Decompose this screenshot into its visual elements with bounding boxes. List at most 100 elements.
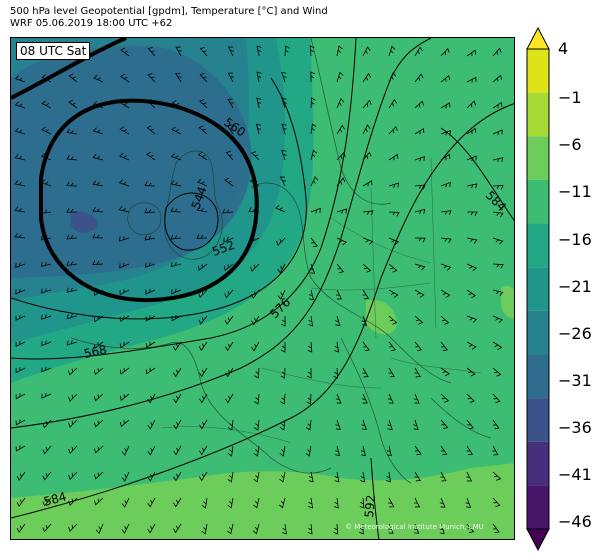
wind-barb xyxy=(414,263,426,271)
wind-barb xyxy=(16,523,26,533)
wind-barb xyxy=(359,523,364,535)
colorbar-band xyxy=(527,398,549,442)
wind-barb xyxy=(388,98,398,109)
wind-barb xyxy=(492,341,503,350)
wind-barb xyxy=(254,367,260,379)
wind-barb xyxy=(305,419,312,431)
wind-barb xyxy=(388,153,399,161)
wind-barb xyxy=(119,289,130,296)
wind-barb xyxy=(14,232,26,239)
wind-barb xyxy=(66,340,78,346)
wind-barb xyxy=(68,523,78,532)
colorbar-band xyxy=(527,267,549,311)
wind-barb xyxy=(361,419,367,430)
wind-barb xyxy=(93,393,104,402)
colorbar-tick-minus-46: −46 xyxy=(558,512,592,531)
wind-barb xyxy=(335,289,342,300)
wind-barb xyxy=(388,182,400,188)
wind-barb xyxy=(42,523,52,533)
wind-barb xyxy=(227,471,234,483)
wind-barb xyxy=(413,523,420,534)
wind-barb xyxy=(42,445,52,455)
wind-barb xyxy=(14,127,26,135)
wind-barb xyxy=(119,393,130,401)
wind-barb xyxy=(336,237,347,246)
wind-barb xyxy=(281,97,287,109)
wind-barb xyxy=(362,124,371,135)
wind-barb xyxy=(68,419,78,428)
wind-barb xyxy=(492,393,501,403)
wind-barb xyxy=(466,315,478,323)
wind-barb xyxy=(309,263,316,274)
wind-barb xyxy=(68,393,78,402)
wind-barb xyxy=(492,184,504,190)
wind-barb xyxy=(439,523,445,534)
wind-barb xyxy=(170,234,182,240)
wind-barb xyxy=(119,315,130,322)
wind-barb xyxy=(440,74,451,83)
contour-544 xyxy=(164,192,219,251)
wind-barb xyxy=(121,523,130,534)
wind-barb xyxy=(15,393,26,400)
wind-barb xyxy=(279,471,286,483)
wind-barb xyxy=(308,471,314,483)
wind-barb xyxy=(198,341,208,352)
wind-barb xyxy=(336,208,348,214)
wind-barb xyxy=(170,262,182,268)
contour-label-592: 592 xyxy=(362,494,378,518)
wind-barb xyxy=(147,445,156,456)
wind-barb xyxy=(225,367,234,378)
wind-barb xyxy=(250,263,260,272)
wind-barb xyxy=(310,176,319,187)
wind-barb xyxy=(222,208,234,214)
wind-barb xyxy=(308,497,314,509)
wind-barb xyxy=(66,287,78,293)
wind-barb xyxy=(336,263,345,274)
wind-barb xyxy=(173,367,182,378)
wind-barb xyxy=(362,263,372,273)
colorbar-band xyxy=(527,441,549,486)
wind-barb xyxy=(360,471,366,483)
wind-barb xyxy=(14,180,26,187)
wind-barb xyxy=(41,340,52,347)
wind-barb xyxy=(40,235,52,241)
wind-barb xyxy=(492,523,500,534)
wind-barb xyxy=(335,315,341,327)
contour-552 xyxy=(39,98,259,303)
wind-barb xyxy=(94,497,104,506)
wind-barb xyxy=(173,419,182,430)
wind-barb xyxy=(388,315,398,325)
wind-barb xyxy=(414,46,423,57)
contour-552-north xyxy=(11,38,127,100)
wind-barb xyxy=(199,367,208,378)
wind-barb xyxy=(362,72,372,83)
wind-barb xyxy=(310,71,316,83)
temperature-cold-pocket xyxy=(71,211,97,233)
wind-barb xyxy=(14,101,26,109)
wind-barb xyxy=(95,523,104,534)
wind-barb xyxy=(175,72,182,83)
colorbar-tick-minus-21: −21 xyxy=(558,277,592,296)
wind-barb xyxy=(336,177,346,187)
valid-time-label: 08 UTC Sat xyxy=(16,42,91,60)
contour-592 xyxy=(370,457,380,539)
wind-barb xyxy=(361,315,368,326)
wind-barb xyxy=(145,367,156,375)
wind-barb xyxy=(145,262,156,268)
wind-barb xyxy=(440,289,451,298)
colorbar-tick-minus-41: −41 xyxy=(558,465,592,484)
colorbar-band xyxy=(527,310,549,355)
temperature-colorbar xyxy=(526,27,550,551)
wind-barb xyxy=(40,152,52,161)
wind-barb xyxy=(492,419,500,430)
wind-barb xyxy=(362,151,372,161)
temperature-band-minus-11 xyxy=(11,463,514,539)
wind-barb xyxy=(15,262,26,269)
wind-barb xyxy=(466,393,475,403)
wind-barb xyxy=(279,176,286,187)
wind-barb xyxy=(147,419,156,430)
contour-label-568: 568 xyxy=(83,342,108,360)
wind-barb xyxy=(92,207,104,213)
wind-barb xyxy=(66,155,78,161)
wind-barb xyxy=(196,206,208,213)
